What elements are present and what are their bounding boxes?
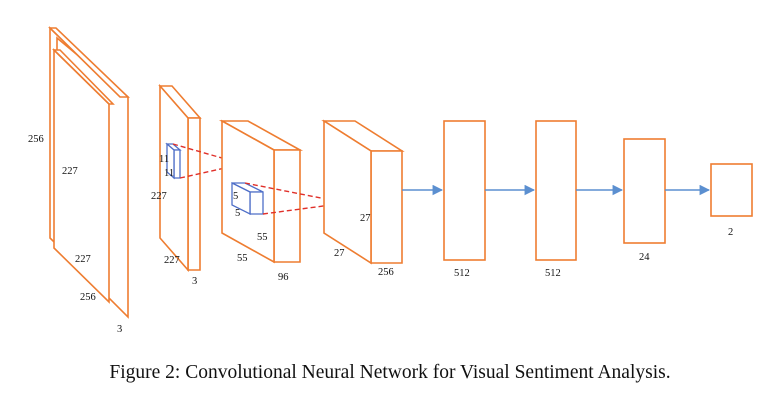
conv1-height-label: 55 xyxy=(257,232,268,243)
fc-layer-2 xyxy=(535,120,577,261)
projection-line-2b xyxy=(262,202,347,215)
output-size-label: 2 xyxy=(728,227,733,238)
kernel-11x11 xyxy=(165,142,182,180)
kernel-2-side xyxy=(249,191,264,215)
kernel-1-label-a: 11 xyxy=(159,154,169,165)
fc2-size-label: 512 xyxy=(545,268,561,279)
conv-layer-2: 27 27 256 xyxy=(321,119,405,278)
kernel-5x5 xyxy=(231,181,264,216)
layer2-side xyxy=(187,117,201,271)
fc-layer-1 xyxy=(443,120,486,261)
output-layer xyxy=(710,163,753,217)
layer2-height-label: 227 xyxy=(151,191,167,202)
conv2-depth-label: 256 xyxy=(378,267,394,278)
input-layer-1: 256 227 227 256 3 xyxy=(28,26,130,335)
input-height-label: 256 xyxy=(28,134,44,145)
input-width-label: 227 xyxy=(62,166,78,177)
input-layer-2: 11 11 227 227 3 xyxy=(151,83,244,287)
projection-line-1b xyxy=(179,163,244,179)
conv1-depth-label: 96 xyxy=(278,272,289,283)
kernel-2-front xyxy=(231,181,251,216)
kernel-1-label-b: 11 xyxy=(164,168,174,179)
conv2-front xyxy=(323,119,372,265)
kernel-1-side xyxy=(173,149,181,179)
conv1-side xyxy=(273,149,301,263)
input-front-label: 256 xyxy=(80,292,96,303)
figure-caption: Figure 2: Convolutional Neural Network f… xyxy=(109,362,671,383)
kernel-1-front xyxy=(166,142,175,180)
conv-layer-1: 5 5 55 55 96 xyxy=(218,119,347,283)
fc-layer-3 xyxy=(623,138,666,244)
conv1-width-label: 55 xyxy=(237,253,248,264)
fc1-size-label: 512 xyxy=(454,268,470,279)
input-inner-label: 227 xyxy=(75,254,91,265)
conv2-width-label: 27 xyxy=(334,248,345,259)
input-slab-top xyxy=(48,27,130,98)
conv2-side xyxy=(370,150,403,264)
conv2-inner-label: 27 xyxy=(360,213,371,224)
projection-line-2a xyxy=(244,182,347,204)
kernel-2-label-b: 5 xyxy=(235,208,240,219)
layer2-width-label: 227 xyxy=(164,255,180,266)
cnn-architecture-diagram: 256 227 227 256 3 11 11 227 227 3 xyxy=(28,26,753,335)
kernel-2-label-a: 5 xyxy=(233,191,238,202)
layer2-depth-label: 3 xyxy=(192,276,197,287)
fc3-size-label: 24 xyxy=(639,252,650,263)
input-front-slab-top xyxy=(52,49,115,105)
input-depth-label: 3 xyxy=(117,324,122,335)
